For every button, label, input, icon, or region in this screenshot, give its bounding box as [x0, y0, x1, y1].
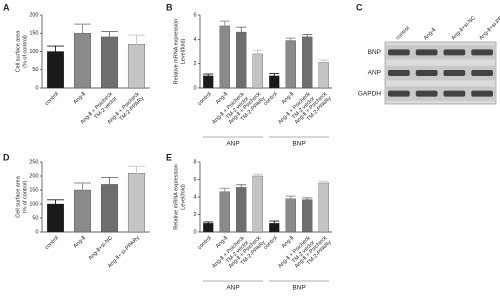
- bar: [127, 173, 146, 233]
- group-label: ANP: [226, 141, 239, 148]
- group-label: BNP: [292, 285, 305, 292]
- x-tick-label: control: [263, 91, 279, 107]
- x-tick-label: Ang-Ⅱ: [215, 235, 230, 250]
- y-tick-label: 200: [29, 173, 38, 179]
- bar: [285, 198, 296, 233]
- y-axis-title: Cell surface area: [15, 30, 21, 73]
- y-tick-label: 0: [35, 229, 38, 235]
- row-label: GAPDH: [358, 90, 381, 97]
- y-tick-label: 6: [193, 12, 196, 18]
- bar: [252, 175, 263, 233]
- y-tick-label: 150: [29, 187, 38, 193]
- y-tick-label: 2: [193, 61, 196, 67]
- band: [415, 70, 438, 76]
- band: [443, 90, 466, 97]
- x-tick-label: Ang-Ⅱ+si-NC: [88, 235, 114, 261]
- blot-strip: [386, 65, 495, 81]
- y-tick-label: 250: [29, 159, 38, 165]
- x-tick-label: control: [197, 235, 213, 251]
- group-label: ANP: [226, 285, 239, 292]
- bar: [219, 191, 230, 233]
- y-tick-label: 2: [193, 212, 196, 218]
- x-tick-label: control: [44, 235, 60, 251]
- x-tick-label: control: [44, 91, 60, 107]
- y-tick-label: 8: [193, 159, 196, 165]
- x-tick-label: Ang-Ⅱ: [281, 91, 296, 106]
- bar: [219, 25, 230, 89]
- y-tick-label: 50: [32, 67, 38, 73]
- band: [471, 49, 493, 56]
- column-label: Ang-Ⅱ+si-NC: [451, 15, 477, 41]
- bar: [100, 36, 119, 89]
- bar: [236, 187, 247, 233]
- y-tick-label: 4: [193, 194, 196, 200]
- y-tick-label: 0: [193, 85, 196, 91]
- y-tick-label: 4: [193, 37, 196, 43]
- bar: [318, 182, 329, 233]
- panel-letter: D: [3, 152, 10, 162]
- row-label: BNP: [368, 49, 381, 56]
- group-label: BNP: [292, 141, 305, 148]
- band: [443, 70, 466, 76]
- bar: [302, 199, 313, 233]
- y-axis-title: Relative mRNA expression: [173, 19, 179, 84]
- blot-strip: [386, 86, 495, 101]
- band: [415, 49, 438, 56]
- band: [471, 90, 493, 97]
- x-tick-label: Ang-Ⅱ: [281, 235, 296, 250]
- bar: [285, 40, 296, 89]
- column-label: Ang-Ⅱ: [423, 27, 438, 42]
- panel-letter: C: [356, 2, 363, 12]
- x-tick-label: Ang-Ⅱ: [73, 235, 88, 250]
- y-axis-title: Level(fold): [180, 38, 186, 64]
- band: [471, 70, 493, 76]
- bar: [252, 53, 263, 89]
- y-axis-title: Relative mRNA expression: [173, 164, 179, 229]
- bar: [302, 36, 313, 89]
- y-axis-title: Cell surface area: [15, 175, 21, 218]
- bar: [318, 62, 329, 89]
- y-tick-label: 100: [29, 49, 38, 55]
- y-tick-label: 100: [29, 201, 38, 207]
- band: [388, 49, 410, 56]
- y-axis-title: (% of control): [22, 35, 28, 68]
- y-tick-label: 50: [32, 215, 38, 221]
- panel-letter: A: [3, 2, 10, 12]
- blot-strip: [386, 45, 495, 60]
- band: [388, 70, 410, 76]
- y-tick-label: 150: [29, 31, 38, 37]
- x-tick-label: Ang-Ⅱ: [215, 91, 230, 106]
- y-axis-title: Level(fold): [180, 184, 186, 210]
- bar: [100, 184, 119, 233]
- panel-letter: B: [166, 2, 173, 12]
- y-tick-label: 0: [35, 85, 38, 91]
- band: [388, 90, 410, 97]
- y-tick-label: 200: [29, 12, 38, 18]
- row-label: ANP: [368, 70, 381, 77]
- column-label: control: [395, 26, 411, 42]
- band: [415, 90, 438, 97]
- y-tick-label: 6: [193, 177, 196, 183]
- x-tick-label: control: [197, 91, 213, 107]
- x-tick-label: Ang-Ⅱ: [73, 91, 88, 106]
- band: [443, 49, 466, 56]
- y-tick-label: 0: [193, 229, 196, 235]
- bar: [236, 31, 247, 89]
- column-label: Ang-Ⅱ+si-PPARγ: [478, 8, 500, 41]
- panel-letter: E: [166, 152, 172, 162]
- x-tick-label: control: [263, 235, 279, 251]
- y-axis-title: (% of control): [22, 180, 28, 213]
